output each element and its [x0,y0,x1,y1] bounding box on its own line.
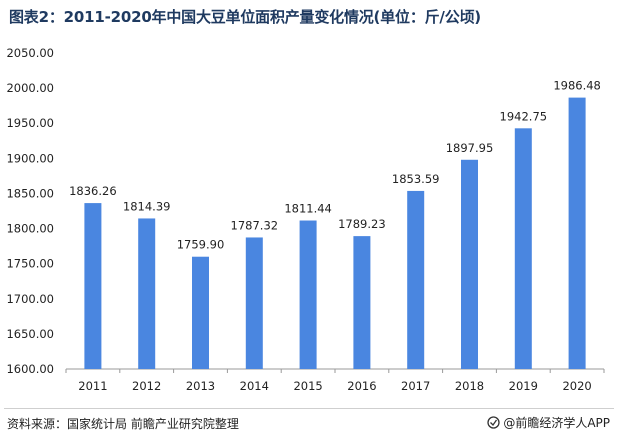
x-tick-label: 2015 [293,379,322,393]
x-tick-label: 2019 [509,379,538,393]
bar [407,190,425,369]
bar [299,220,317,369]
y-tick-label: 1850.00 [6,186,54,200]
bar [461,159,478,369]
data-label: 1811.44 [284,202,332,216]
bar [353,236,371,369]
bar [84,203,102,369]
bar-chart: 1600.00 1650.00 1700.00 1750.00 1800.00 1850.… [0,34,618,404]
data-label: 1986.48 [553,79,601,93]
y-tick-label: 1650.00 [6,327,54,341]
x-tick-label: 2017 [401,379,430,393]
bar [138,218,156,369]
y-tick-label: 1750.00 [6,257,54,271]
chart-svg: 1600.00 1650.00 1700.00 1750.00 1800.00 1850.… [6,46,605,393]
y-tick-label: 2000.00 [6,81,54,95]
data-label: 1942.75 [500,109,548,123]
y-tick-label: 1950.00 [6,116,54,130]
data-label: 1759.90 [177,238,225,252]
y-tick-label: 1900.00 [6,151,54,165]
y-tick-label: 1600.00 [6,362,54,376]
bar [245,237,263,369]
data-label: 1853.59 [392,172,440,186]
x-tick-label: 2011 [78,379,107,393]
y-tick-label: 1700.00 [6,292,54,306]
data-label: 1897.95 [446,141,494,155]
y-tick-label: 2050.00 [6,46,54,60]
x-tick-label: 2014 [240,379,269,393]
x-tick-label: 2012 [132,379,161,393]
brand-logo-icon [487,416,500,429]
brand-label: @前瞻经济学人APP [503,416,610,430]
brand-mark: @前瞻经济学人APP [487,414,610,431]
x-tick-label: 2016 [347,379,376,393]
data-label: 1789.23 [338,217,386,231]
bar [192,256,209,369]
data-label: 1836.26 [69,184,117,198]
x-tick-label: 2013 [186,379,215,393]
bar [568,97,586,369]
y-tick-label: 1800.00 [6,222,54,236]
bar [514,128,532,369]
x-tick-label: 2020 [562,379,591,393]
data-label: 1787.32 [231,218,279,232]
x-tick-label: 2018 [455,379,484,393]
footer-divider [4,408,614,409]
chart-title: 图表2：2011-2020年中国大豆单位面积产量变化情况(单位：斤/公顷) [9,8,481,26]
source-note: 资料来源：国家统计局 前瞻产业研究院整理 [7,417,239,431]
data-label: 1814.39 [123,199,171,213]
